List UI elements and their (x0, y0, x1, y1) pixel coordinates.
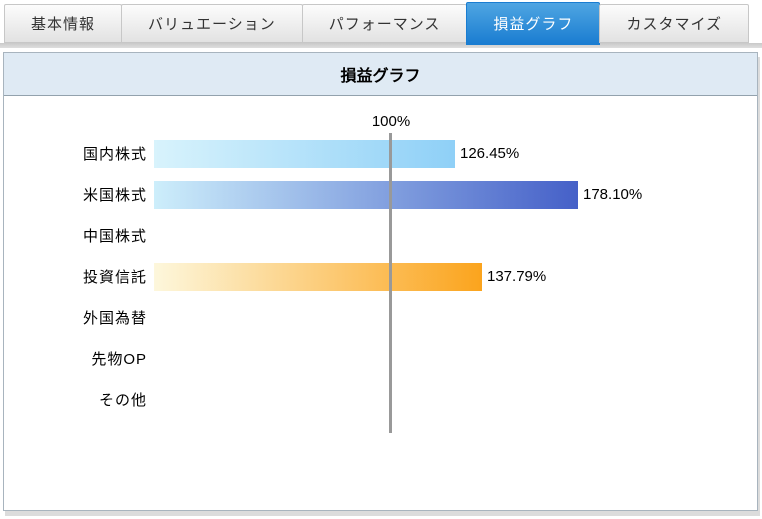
panel-body: 100% 国内株式 126.45% 米国株式 178.10% 中国株式 (4, 96, 757, 510)
category-label: 中国株式 (82, 228, 147, 245)
category-label: その他 (98, 392, 147, 409)
category-label: 米国株式 (82, 187, 147, 204)
tab-profit-loss-graph[interactable]: 損益グラフ (466, 2, 601, 45)
category-label: 国内株式 (82, 146, 147, 163)
bar-us-stocks (154, 180, 578, 209)
chart-row-china-stocks: 中国株式 (4, 215, 757, 256)
profit-loss-chart: 100% 国内株式 126.45% 米国株式 178.10% 中国株式 (4, 113, 757, 453)
tab-bar-strip (0, 43, 762, 48)
bar-domestic-stocks (154, 139, 455, 168)
chart-row-us-stocks: 米国株式 178.10% (4, 174, 757, 215)
chart-row-futures-op: 先物OP (4, 338, 757, 379)
reference-line (389, 133, 392, 433)
profit-loss-panel: 損益グラフ 100% 国内株式 126.45% 米国株式 178.10% 中国株… (3, 52, 758, 511)
category-label: 先物OP (91, 351, 147, 368)
panel-title: 損益グラフ (4, 53, 757, 96)
tab-performance[interactable]: パフォーマンス (301, 4, 468, 43)
category-label: 外国為替 (82, 310, 147, 327)
tab-valuation[interactable]: バリュエーション (121, 4, 303, 43)
tabs: 基本情報 バリュエーション パフォーマンス 損益グラフ カスタマイズ (0, 0, 762, 45)
reference-line-label: 100% (371, 113, 411, 130)
tab-bar: 基本情報 バリュエーション パフォーマンス 損益グラフ カスタマイズ (0, 0, 762, 48)
chart-row-other: その他 (4, 379, 757, 420)
value-label: 178.10% (583, 186, 643, 203)
chart-row-investment-trust: 投資信託 137.79% (4, 256, 757, 297)
chart-row-domestic-stocks: 国内株式 126.45% (4, 133, 757, 174)
tab-customize[interactable]: カスタマイズ (599, 4, 749, 43)
value-label: 137.79% (487, 268, 547, 285)
bar-investment-trust (154, 262, 482, 291)
tab-basic-info[interactable]: 基本情報 (4, 4, 123, 43)
value-label: 126.45% (460, 145, 520, 162)
chart-row-foreign-exchange: 外国為替 (4, 297, 757, 338)
chart-rows: 国内株式 126.45% 米国株式 178.10% 中国株式 投資信託 (4, 133, 757, 420)
category-label: 投資信託 (82, 269, 147, 286)
